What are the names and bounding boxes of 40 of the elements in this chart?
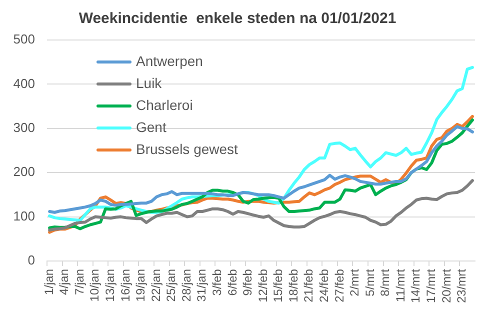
x-tick-label: 7/jan	[72, 269, 86, 296]
x-tick-label: 13/jan	[103, 269, 118, 302]
x-tick-label: 5/mrt	[362, 268, 377, 296]
x-tick-label: 15/feb	[271, 268, 286, 302]
x-tick-label: 16/jan	[118, 269, 132, 302]
y-tick-label: 400	[13, 76, 35, 91]
x-tick-label: 12/feb	[256, 268, 270, 302]
x-tick-label: 6/feb	[225, 268, 240, 296]
legend-label: Charleroi	[136, 96, 193, 113]
x-tick-label: 21/feb	[302, 268, 316, 302]
legend-label: Antwerpen	[136, 52, 203, 69]
x-tick-label: 22/jan	[148, 269, 163, 302]
y-tick-label: 200	[13, 164, 35, 180]
x-tick-label: 25/jan	[164, 269, 178, 302]
x-tick-label: 10/jan	[88, 269, 102, 302]
legend-label: Brussels gewest	[136, 140, 238, 157]
x-tick-label: 28/jan	[179, 269, 194, 302]
x-tick-label: 23/mrt	[454, 268, 469, 304]
x-tick-label: 9/feb	[240, 268, 255, 296]
x-tick-label: 17/mrt	[424, 268, 438, 304]
x-tick-label: 1/jan	[42, 269, 56, 296]
y-tick-label: 0	[28, 252, 35, 268]
x-tick-label: 31/jan	[194, 269, 209, 302]
y-tick-label: 100	[13, 208, 35, 224]
x-tick-label: 3/feb	[210, 268, 224, 296]
x-tick-label: 11/mrt	[393, 268, 408, 302]
legend-label: Gent	[136, 118, 166, 135]
x-tick-label: 8/mrt	[378, 268, 392, 296]
x-tick-label: 18/feb	[286, 268, 300, 302]
y-tick-label: 500	[13, 32, 35, 47]
chart-title: Weekincidentie enkele steden na 01/01/2021	[78, 10, 396, 28]
x-tick-label: 27/feb	[332, 268, 346, 302]
x-tick-label: 14/mrt	[408, 268, 423, 304]
x-tick-label: 4/jan	[57, 269, 72, 296]
y-tick-label: 300	[13, 120, 35, 135]
x-tick-label: 2/mrt	[348, 268, 362, 296]
x-tick-label: 20/mrt	[439, 268, 454, 304]
x-tick-label: 19/jan	[134, 269, 148, 302]
x-tick-label: 24/feb	[317, 268, 332, 302]
legend-label: Luik	[136, 74, 163, 91]
